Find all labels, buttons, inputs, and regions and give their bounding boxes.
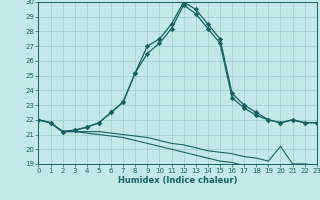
- X-axis label: Humidex (Indice chaleur): Humidex (Indice chaleur): [118, 176, 237, 185]
